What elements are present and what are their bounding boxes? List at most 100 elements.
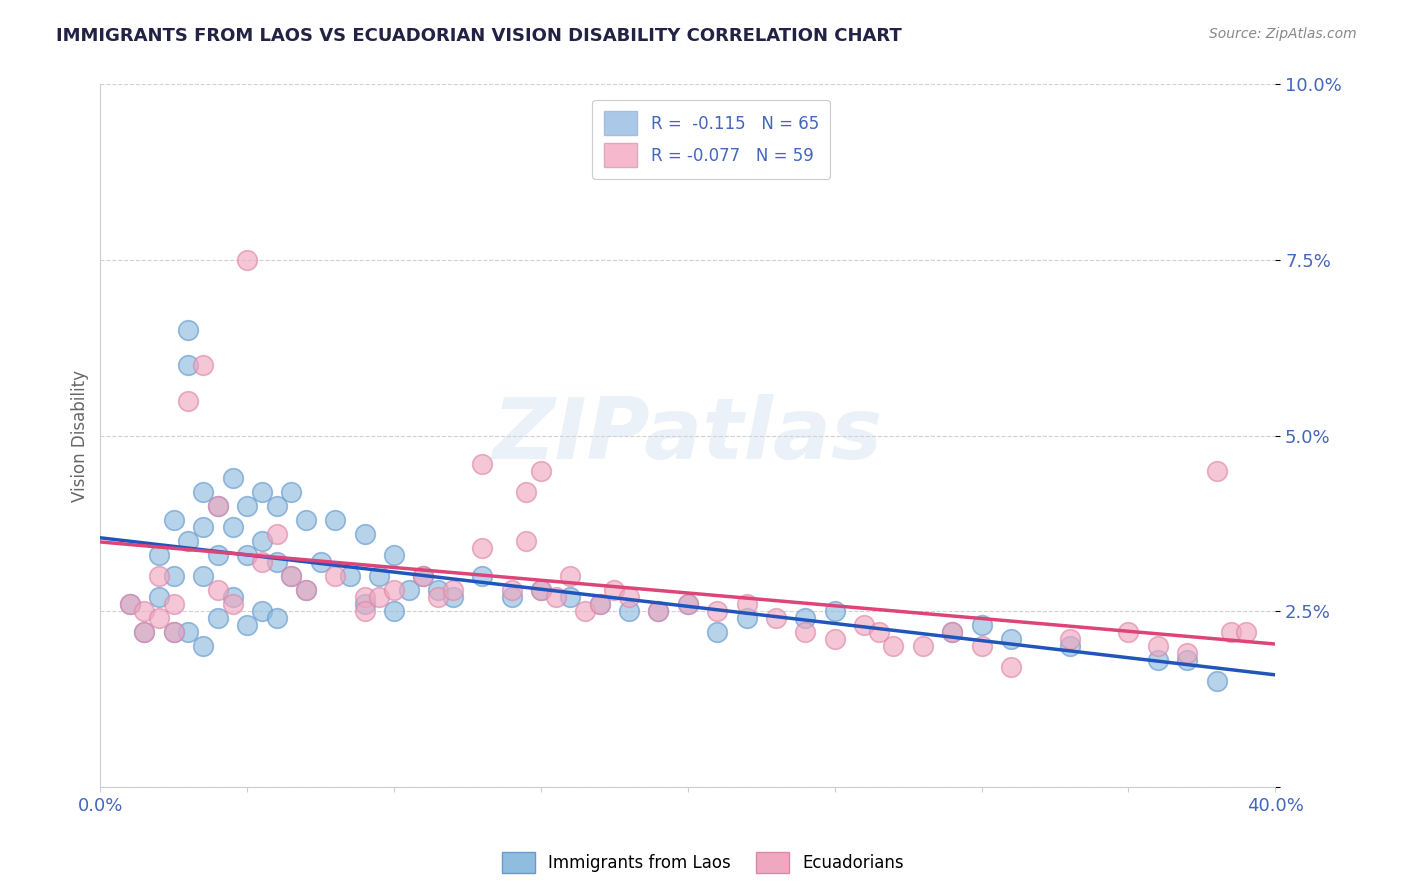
Point (647, 604, 669, 618)
Point (177, 534, 200, 549)
Point (236, 618, 259, 632)
Point (1205, 674, 1227, 689)
Point (868, 625, 890, 640)
Point (412, 569, 434, 583)
Text: ZIPatlas: ZIPatlas (492, 394, 883, 477)
Point (544, 590, 567, 604)
Point (295, 583, 318, 598)
Point (221, 590, 243, 604)
Point (501, 590, 523, 604)
Point (353, 604, 375, 618)
Point (382, 548, 405, 562)
Point (134, 604, 156, 618)
Point (617, 590, 640, 604)
Point (412, 569, 434, 583)
Point (1059, 640, 1081, 654)
Point (911, 640, 934, 654)
Point (221, 597, 243, 611)
Point (1146, 653, 1168, 667)
Point (325, 513, 347, 527)
Y-axis label: Vision Disability: Vision Disability (72, 369, 89, 501)
Point (295, 513, 318, 527)
Point (382, 583, 405, 598)
Point (560, 569, 582, 583)
Point (163, 597, 186, 611)
Text: Source: ZipAtlas.com: Source: ZipAtlas.com (1209, 27, 1357, 41)
Point (148, 611, 170, 625)
Point (163, 513, 186, 527)
Point (441, 590, 464, 604)
Point (1205, 464, 1227, 478)
Point (970, 640, 993, 654)
Point (1146, 640, 1168, 654)
Point (191, 569, 214, 583)
Point (207, 499, 229, 513)
Point (207, 583, 229, 598)
Point (266, 499, 288, 513)
Point (280, 569, 302, 583)
Point (427, 590, 450, 604)
Point (1000, 660, 1022, 674)
Point (676, 597, 699, 611)
Point (148, 590, 170, 604)
Point (603, 583, 626, 598)
Point (530, 583, 553, 598)
Point (353, 590, 375, 604)
Point (177, 323, 200, 337)
Point (207, 548, 229, 562)
Point (501, 583, 523, 598)
Point (221, 520, 243, 534)
Point (191, 484, 214, 499)
Point (970, 618, 993, 632)
Point (676, 597, 699, 611)
Point (617, 604, 640, 618)
Point (398, 583, 420, 598)
Point (163, 569, 186, 583)
Point (266, 611, 288, 625)
Point (353, 597, 375, 611)
Point (560, 590, 582, 604)
Point (148, 548, 170, 562)
Point (250, 534, 273, 549)
Point (1220, 625, 1243, 640)
Point (177, 393, 200, 408)
Point (427, 583, 450, 598)
Point (515, 484, 537, 499)
Point (368, 569, 391, 583)
Point (589, 597, 612, 611)
Point (353, 527, 375, 541)
Point (236, 253, 259, 268)
Point (325, 569, 347, 583)
Point (471, 457, 494, 471)
Point (515, 534, 537, 549)
Point (882, 640, 904, 654)
Point (280, 569, 302, 583)
Point (280, 484, 302, 499)
Legend: Immigrants from Laos, Ecuadorians: Immigrants from Laos, Ecuadorians (495, 846, 911, 880)
Point (250, 604, 273, 618)
Point (266, 555, 288, 569)
Legend: R =  -0.115   N = 65, R = -0.077   N = 59: R = -0.115 N = 65, R = -0.077 N = 59 (592, 100, 831, 178)
Point (368, 590, 391, 604)
Point (118, 597, 141, 611)
Point (1059, 632, 1081, 647)
Point (191, 640, 214, 654)
Point (177, 625, 200, 640)
Point (236, 499, 259, 513)
Point (250, 555, 273, 569)
Point (735, 611, 758, 625)
Point (207, 499, 229, 513)
Point (471, 541, 494, 555)
Point (794, 611, 817, 625)
Point (706, 604, 728, 618)
Point (163, 625, 186, 640)
Point (530, 583, 553, 598)
Point (574, 604, 596, 618)
Point (735, 597, 758, 611)
Point (250, 484, 273, 499)
Point (191, 520, 214, 534)
Point (1000, 632, 1022, 647)
Point (941, 625, 963, 640)
Point (647, 604, 669, 618)
Point (765, 611, 787, 625)
